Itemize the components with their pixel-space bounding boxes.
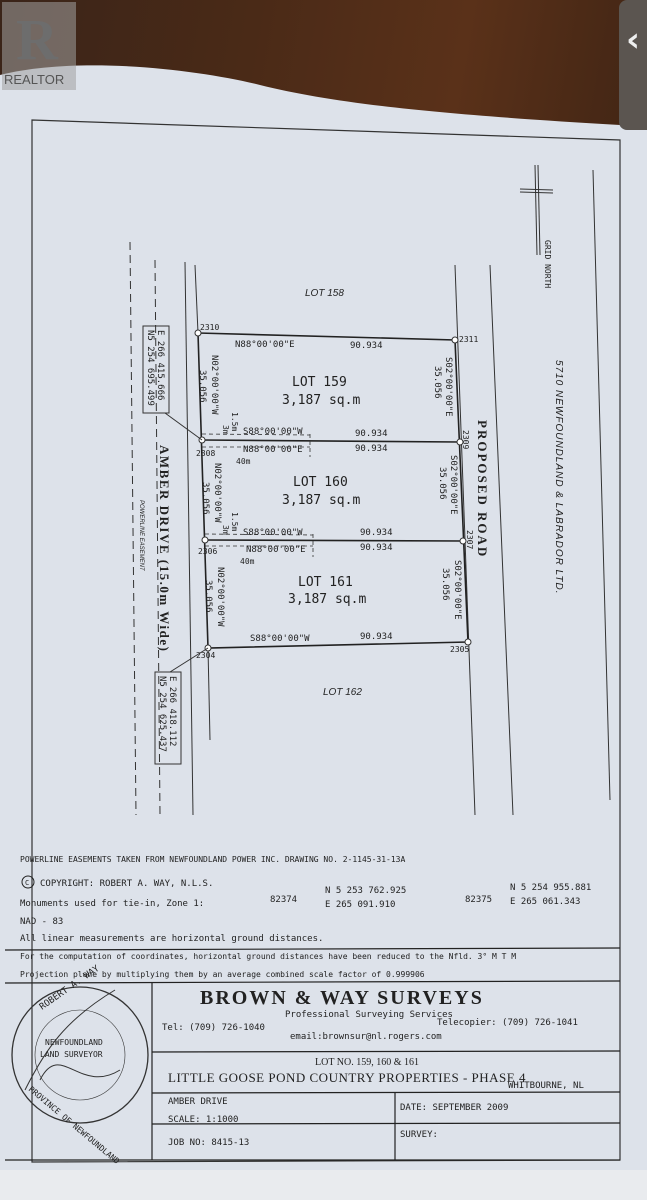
- bearing-west-161: N02°00'00"W: [215, 567, 225, 627]
- depth-west-160: 35.056: [200, 482, 210, 515]
- distance-north-159: 90.934: [350, 341, 383, 351]
- title-location: WHITBOURNE, NL: [508, 1081, 584, 1091]
- company-fax: Telecopier: (709) 726-1041: [437, 1018, 578, 1028]
- realtor-logo-text: REALTOR: [4, 72, 65, 87]
- road-lines: [129, 169, 611, 816]
- note-computation-1: For the computation of coordinates, hori…: [20, 952, 516, 961]
- note-monuments: Monuments used for tie-in, Zone 1:: [20, 899, 204, 909]
- distance-south-159: 90.934: [355, 429, 388, 439]
- north-arrow-icon: [519, 164, 554, 256]
- stamp-mid-1: NEWFOUNDLAND: [45, 1038, 103, 1047]
- title-project: LITTLE GOOSE POND COUNTRY PROPERTIES - P…: [168, 1070, 526, 1085]
- point-2309: 2309: [461, 430, 470, 449]
- point-2310: 2310: [200, 323, 219, 332]
- gallery-back-button[interactable]: ‹: [619, 0, 647, 130]
- setback-3m-2: 3m: [221, 525, 230, 535]
- stamp-mid-2: LAND SURVEYOR: [40, 1050, 103, 1059]
- title-block-frame: [4, 947, 621, 1161]
- bottom-bar: [0, 1170, 647, 1200]
- monument-2-id: 82375: [465, 895, 492, 905]
- point-2306: 2306: [198, 547, 217, 556]
- monument-2-n: N 5 254 955.881: [510, 883, 591, 893]
- company-name: BROWN & WAY SURVEYS: [200, 987, 484, 1009]
- lot-160-label: LOT 160: [293, 475, 348, 490]
- title-job: JOB NO: 8415-13: [168, 1138, 249, 1148]
- realtor-logo: R REALTOR: [2, 2, 76, 90]
- bearing-west-159: N02°00'00"W: [209, 355, 219, 415]
- title-date: DATE: SEPTEMBER 2009: [400, 1103, 508, 1113]
- note-nad: NAD - 83: [20, 917, 63, 927]
- note-computation-2: Projection plane by multiplying them by …: [20, 970, 425, 979]
- title-street: AMBER DRIVE: [168, 1097, 228, 1107]
- setback-3m: 3m: [221, 425, 230, 435]
- lot-158-label: LOT 158: [305, 288, 344, 299]
- bearing-east-161: S02°00'00"E: [452, 560, 462, 620]
- monument-1-n: N 5 253 762.925: [325, 886, 406, 896]
- point-2308: 2308: [196, 449, 215, 458]
- bearing-south-160: S88°00'00"W: [243, 528, 303, 538]
- title-lots: LOT NO. 159, 160 & 161: [315, 1057, 419, 1068]
- bearing-east-160: S02°00'00"E: [448, 455, 458, 515]
- coord-bottom-n: N5 254 625.437: [157, 676, 167, 752]
- distance-north-160: 90.934: [355, 444, 388, 454]
- company-email: email:brownsur@nl.rogers.com: [290, 1032, 442, 1042]
- coord-top-e: E 266 415.666: [155, 330, 165, 400]
- lot-159-area: 3,187 sq.m: [282, 393, 360, 408]
- bearing-north-160: N88°00'00"E: [243, 445, 303, 455]
- lot-161-label: LOT 161: [298, 575, 353, 590]
- copyright-icon: [21, 875, 35, 889]
- distance-south-161: 90.934: [360, 632, 393, 642]
- lot-160-area: 3,187 sq.m: [282, 493, 360, 508]
- depth-east-160: 35.056: [437, 467, 447, 500]
- realtor-r-icon: R: [16, 7, 58, 72]
- point-2304: 2304: [196, 651, 215, 660]
- note-copyright: COPYRIGHT: ROBERT A. WAY, N.L.S.: [40, 879, 213, 889]
- title-scale: SCALE: 1:1000: [168, 1115, 238, 1125]
- bearing-east-159: S02°00'00"E: [443, 357, 453, 417]
- powerline-easement-label: POWERLINE EASEMENT: [138, 500, 144, 572]
- coord-bottom-e: E 266 418.112: [167, 676, 177, 746]
- copyright-c: C: [25, 879, 29, 887]
- monument-1-id: 82374: [270, 895, 297, 905]
- chevron-left-icon: ‹: [625, 20, 640, 60]
- bearing-west-160: N02°00'00"W: [212, 463, 222, 523]
- coordinate-box-top: [142, 325, 170, 414]
- coordinate-box-bottom: [154, 671, 182, 765]
- monument-2-e: E 265 061.343: [510, 897, 580, 907]
- north-arrow-label: GRID NORTH: [543, 240, 552, 288]
- depth-east-161: 35.056: [440, 568, 450, 601]
- monument-1-e: E 265 091.910: [325, 900, 395, 910]
- setback-1-5m: 1.5m: [230, 412, 239, 431]
- bearing-north-161: N88°00'00"E: [246, 545, 306, 555]
- amber-drive-label: AMBER DRIVE (15.0m Wide): [157, 445, 172, 652]
- depth-east-159: 35.056: [432, 366, 442, 399]
- setback-40m-160: 40m: [236, 457, 251, 466]
- lot-161-area: 3,187 sq.m: [288, 592, 366, 607]
- bearing-south-159: S88°00'00"W: [243, 427, 303, 437]
- depth-west-161: 35.056: [203, 580, 213, 613]
- point-2305: 2305: [450, 645, 469, 654]
- bearing-north-159: N88°00'00"E: [235, 340, 295, 350]
- bearing-south-161: S88°00'00"W: [250, 634, 310, 644]
- setback-40m-161: 40m: [240, 557, 255, 566]
- point-2307: 2307: [465, 530, 474, 549]
- setback-lines: [201, 433, 314, 557]
- note-linear: All linear measurements are horizontal g…: [20, 934, 323, 944]
- proposed-road-label: PROPOSED ROAD: [475, 420, 490, 558]
- title-survey: SURVEY:: [400, 1130, 438, 1140]
- coord-top-n: N5 254 695.499: [145, 330, 155, 406]
- paper-sheet: [0, 65, 647, 1200]
- note-powerline: POWERLINE EASEMENTS TAKEN FROM NEWFOUNDL…: [20, 855, 405, 864]
- owner-label: 5710 NEWFOUNDLAND & LABRADOR LTD.: [553, 360, 564, 595]
- distance-south-160: 90.934: [360, 528, 393, 538]
- lot-159-label: LOT 159: [292, 375, 347, 390]
- company-tagline: Professional Surveying Services: [285, 1010, 453, 1020]
- lot-162-label: LOT 162: [323, 687, 362, 698]
- setback-1-5m-2: 1.5m: [230, 512, 239, 531]
- company-tel: Tel: (709) 726-1040: [162, 1023, 265, 1033]
- depth-west-159: 35.056: [197, 370, 207, 403]
- point-2311: 2311: [459, 335, 478, 344]
- distance-north-161: 90.934: [360, 543, 393, 553]
